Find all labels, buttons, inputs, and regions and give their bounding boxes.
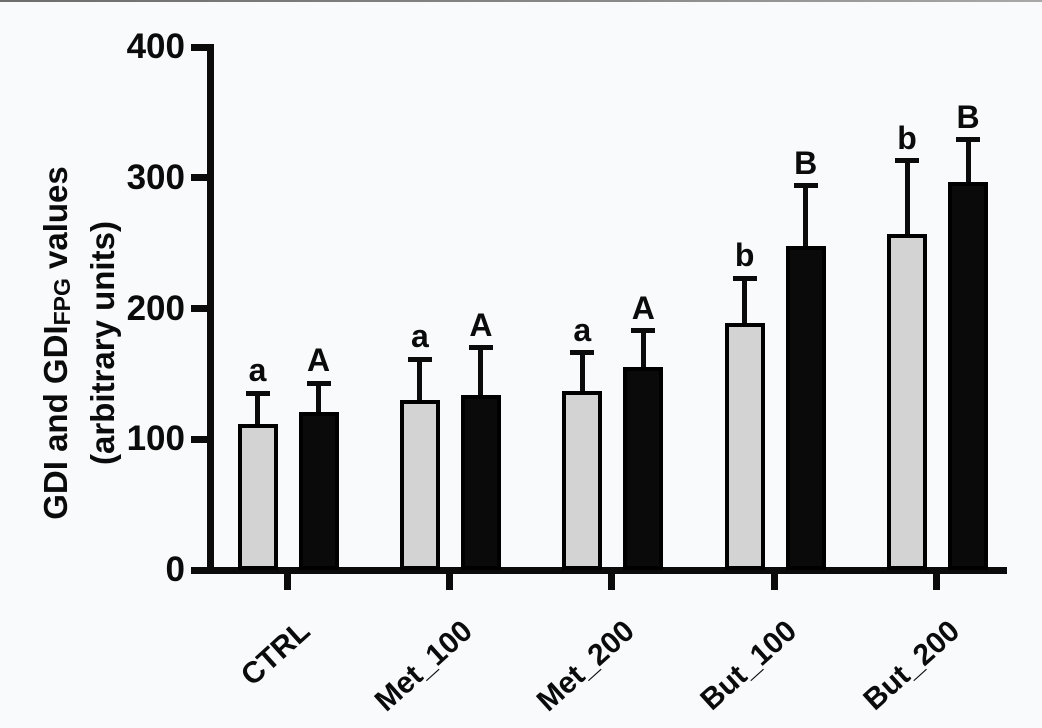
significance-letter-gdi-fpg-met-100: A [469,306,493,343]
y-tick-label: 300 [126,157,185,197]
x-axis-label: Met_100 [368,614,479,719]
error-bar-cap-gdi-ctrl [245,390,270,396]
x-tick [933,573,940,590]
error-bar-stem-gdi-but-100 [742,278,748,329]
error-bar-stem-gdi-fpg-met-100 [478,347,484,401]
x-axis-label: But_100 [694,614,804,717]
x-tick [445,573,453,590]
x-tick [283,573,291,590]
bar-gdi-fpg-met-100 [460,394,501,570]
y-tick-label: 200 [126,288,185,328]
bar-gdi-fpg-ctrl [298,411,339,570]
significance-letter-gdi-fpg-but-100: B [794,144,818,181]
error-bar-cap-gdi-met-100 [407,356,432,362]
x-tick [608,573,616,590]
significance-letter-gdi-fpg-met-200: A [631,289,655,326]
error-bar-stem-gdi-fpg-but-100 [803,185,809,252]
error-bar-cap-gdi-fpg-ctrl [306,380,331,386]
significance-letter-gdi-met-100: a [410,318,429,355]
error-bar-cap-gdi-but-200 [895,158,919,164]
error-bar-cap-gdi-but-100 [732,275,757,281]
error-bar-cap-gdi-fpg-met-100 [468,345,493,351]
y-tick [190,435,207,443]
bar-gdi-but-100 [724,322,765,570]
significance-letter-gdi-ctrl: a [248,352,267,389]
x-axis-label: But_200 [857,614,966,717]
y-tick [190,305,207,312]
error-bar-cap-gdi-fpg-but-200 [956,137,980,143]
bar-gdi-but-200 [887,233,927,570]
x-axis [206,566,1007,574]
y-axis-title: GDI and GDIFPG values (arbitrary units) [33,166,127,520]
significance-letter-gdi-fpg-but-200: B [956,98,980,135]
top-border-line [0,0,1042,2]
error-bar-cap-gdi-fpg-met-200 [631,328,656,334]
significance-letter-gdi-met-200: a [573,311,592,348]
y-tick-label: 100 [126,419,185,459]
error-bar-stem-gdi-ctrl [255,393,260,430]
significance-letter-gdi-fpg-ctrl: A [306,342,331,379]
error-bar-stem-gdi-fpg-but-200 [965,139,971,188]
error-bar-stem-gdi-but-200 [904,160,910,240]
x-axis-label: Met_200 [531,614,642,719]
y-tick-label: 400 [126,27,185,66]
x-tick [770,573,778,590]
bar-gdi-met-100 [399,400,440,570]
error-bar-cap-gdi-met-200 [570,350,595,356]
error-bar-stem-gdi-met-200 [579,352,585,397]
bar-gdi-fpg-met-200 [623,367,664,570]
error-bar-stem-gdi-fpg-met-200 [640,330,646,374]
error-bar-stem-gdi-met-100 [417,359,423,407]
x-axis-label: CTRL [234,614,317,693]
y-tick [190,174,207,182]
significance-letter-gdi-but-200: b [897,119,917,156]
y-axis-title-line2: (arbitrary units) [84,221,121,465]
y-axis-title-line1: GDI and GDIFPG values [37,166,75,520]
bar-gdi-ctrl [237,423,278,570]
significance-letter-gdi-but-100: b [734,237,755,274]
error-bar-cap-gdi-fpg-but-100 [793,183,818,189]
y-tick [190,43,207,51]
y-axis [206,43,214,574]
bar-gdi-fpg-but-100 [785,245,826,570]
y-tick [190,566,207,574]
y-tick-label: 0 [165,550,185,589]
bar-gdi-met-200 [562,390,603,570]
error-bar-stem-gdi-fpg-ctrl [316,383,321,418]
bar-gdi-fpg-but-200 [948,181,988,570]
